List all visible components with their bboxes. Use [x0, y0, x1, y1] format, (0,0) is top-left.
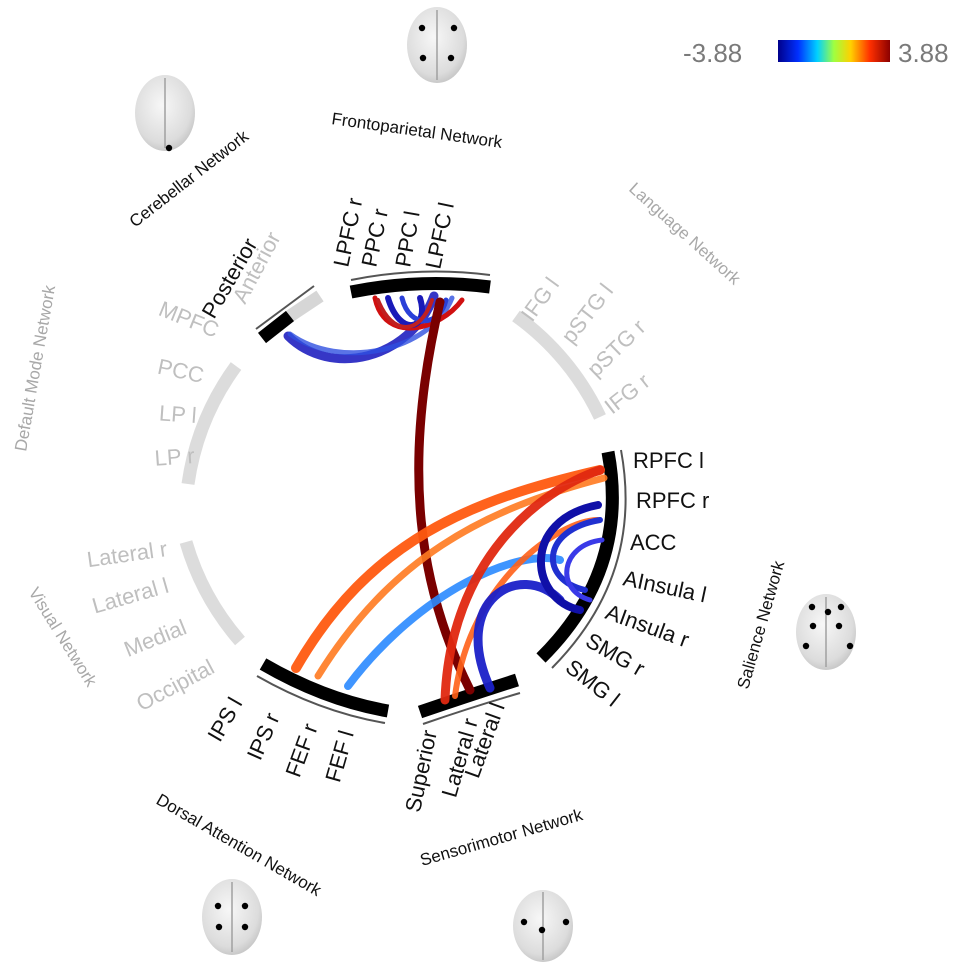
roi-label-dorsal-attention-1: IPS r — [242, 709, 285, 764]
brain-icon-cerebellar — [135, 75, 195, 152]
roi-label-dorsal-attention-2: FEF r — [280, 720, 322, 780]
segment-cerebellar-anterior — [286, 290, 324, 322]
segment-cerebellar-outline — [255, 285, 315, 330]
ribbon-fp-internal-3 — [399, 295, 449, 324]
network-label-salience: Salience Network — [734, 558, 789, 691]
segment-language — [512, 310, 606, 420]
connection-ribbons — [283, 291, 608, 705]
segment-visual — [179, 540, 245, 646]
segment-sensorimotor-outline — [422, 692, 521, 725]
network-label-visual: Visual Network — [25, 584, 101, 690]
roi-label-dorsal-attention-0: IPS l — [202, 693, 247, 746]
network-label-language: Language Network — [625, 179, 744, 289]
ribbon-sensorimotor-salience-red — [440, 465, 605, 705]
segment-dorsal-attention-outline — [256, 675, 386, 724]
network-label-sensorimotor: Sensorimotor Network — [418, 805, 585, 870]
roi-label-salience-1: RPFC r — [636, 488, 709, 513]
network-label-cerebellar: Cerebellar Network — [126, 126, 253, 231]
ribbon-fp-internal-1 — [372, 295, 465, 331]
segment-frontoparietal — [349, 276, 491, 299]
segment-dorsal-attention — [259, 658, 390, 718]
ribbon-sensorimotor-salience-blue — [473, 580, 565, 693]
ribbon-fp-sensorimotor — [414, 297, 475, 695]
colorbar-gradient — [778, 40, 890, 62]
brain-icon-frontoparietal — [407, 7, 467, 83]
roi-label-dorsal-attention-3: FEF l — [320, 727, 359, 784]
roi-label-frontoparietal-3: LPFC l — [420, 200, 458, 271]
roi-label-frontoparietal-2: PPC l — [390, 209, 424, 269]
roi-label-visual-3: Occipital — [132, 654, 218, 716]
roi-label-language-3: IFG r — [600, 368, 655, 419]
roi-label-salience-0: RPFC l — [633, 448, 704, 473]
roi-label-default-mode-2: LP l — [158, 400, 197, 428]
roi-label-salience-3: AInsula l — [621, 565, 709, 607]
segment-salience — [536, 450, 619, 663]
segment-salience-outline — [551, 449, 627, 669]
brain-icon-sensorimotor — [513, 890, 573, 962]
roi-label-salience-2: ACC — [630, 530, 677, 555]
roi-label-default-mode-3: LP r — [154, 443, 196, 471]
segment-cerebellar-posterior — [257, 310, 295, 344]
roi-label-visual-2: Medial — [120, 614, 189, 661]
colorbar-max-label: 3.88 — [898, 38, 949, 68]
roi-label-visual-0: Lateral r — [85, 536, 168, 572]
roi-label-visual-1: Lateral l — [89, 573, 171, 619]
ribbon-dorsal-salience-1 — [291, 465, 605, 673]
segment-default-mode — [181, 362, 242, 485]
roi-label-sensorimotor-0: Superior — [400, 728, 442, 815]
network-label-default-mode: Default Mode Network — [11, 283, 59, 452]
ribbon-salience-internal-1 — [537, 501, 602, 614]
colorbar-min-label: -3.88 — [683, 38, 742, 68]
colorbar: -3.88 3.88 — [683, 38, 949, 68]
roi-label-default-mode-1: PCC — [156, 354, 207, 388]
network-label-frontoparietal: Frontoparietal Network — [330, 109, 503, 152]
brain-icon-salience — [796, 594, 856, 670]
ribbon-salience-internal-3 — [564, 537, 605, 603]
ribbon-fp-internal-4 — [376, 298, 434, 329]
segment-frontoparietal-outline — [350, 270, 491, 281]
segment-sensorimotor — [417, 673, 519, 719]
brain-icon-dorsal-attention — [202, 879, 262, 955]
